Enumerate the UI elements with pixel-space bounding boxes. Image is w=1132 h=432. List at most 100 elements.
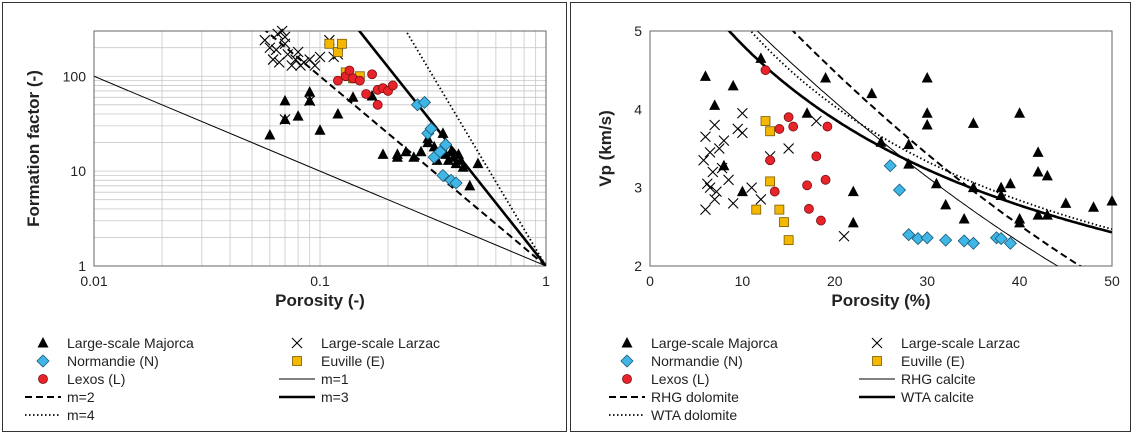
curve-rhg-calcite	[756, 31, 1059, 266]
data-point	[783, 235, 794, 246]
legend-label: Large-scale Larzac	[321, 335, 440, 351]
data-point	[774, 204, 785, 215]
legend-item-euville-e: Euville (E)	[872, 353, 965, 369]
x-stroke	[259, 34, 271, 46]
legend-symbol	[37, 337, 49, 348]
x-stroke	[309, 60, 321, 71]
formation-factor-chart: 0.01 0.1 1 1 10 100 Porosity (-) Formation fact…	[24, 25, 550, 423]
data-point	[746, 182, 758, 194]
data-point	[788, 121, 799, 132]
data-point	[279, 94, 291, 106]
legend-item-normandie-n: Normandie (N)	[620, 353, 743, 369]
y-tick-label: 100	[63, 68, 87, 84]
series-normandie-n	[410, 95, 463, 190]
legend-symbol	[36, 354, 50, 368]
line-m-3	[357, 31, 546, 266]
legend-item-rhg-dolomite: RHG dolomite	[609, 389, 739, 405]
data-point	[332, 108, 344, 119]
data-point	[921, 107, 933, 118]
legend-label: Euville (E)	[901, 353, 965, 369]
x-stroke	[755, 194, 767, 205]
legend-symbol	[871, 337, 883, 349]
x-stroke	[838, 230, 850, 242]
data-point	[1041, 209, 1053, 220]
data-point	[751, 204, 762, 215]
x-stroke	[709, 194, 721, 205]
data-point	[309, 60, 321, 71]
x-stroke	[810, 115, 822, 127]
curve-rhg-dolomite	[791, 31, 1082, 266]
legend-symbol	[872, 356, 882, 366]
data-point	[442, 154, 454, 165]
data-point	[417, 95, 432, 109]
x-stroke	[698, 154, 709, 166]
legend-label: Large-scale Larzac	[901, 335, 1020, 351]
data-point	[704, 182, 716, 194]
data-point	[1032, 209, 1044, 220]
data-point	[264, 129, 276, 140]
data-point	[967, 117, 979, 128]
data-point	[765, 176, 776, 187]
plot-frame	[93, 30, 547, 267]
x-stroke	[304, 95, 316, 107]
x-stroke	[704, 182, 716, 194]
data-point	[838, 230, 850, 242]
data-point	[737, 127, 748, 139]
data-point	[286, 60, 298, 71]
data-point	[1032, 146, 1044, 157]
x-stroke	[711, 186, 722, 197]
data-point	[903, 158, 915, 169]
data-point	[718, 159, 730, 171]
data-point	[774, 124, 785, 134]
x-stroke	[270, 44, 282, 56]
x-stroke	[314, 51, 326, 63]
curve-wta-calcite	[727, 31, 1112, 234]
x-tick-label: 50	[1104, 273, 1120, 289]
data-point	[783, 112, 794, 123]
data-point	[939, 233, 953, 247]
legend-label: RHG calcite	[901, 371, 976, 387]
y-tick-label: 3	[634, 180, 642, 196]
x-stroke	[737, 127, 748, 139]
data-point	[765, 155, 776, 166]
legend-item-m-4: m=4	[25, 407, 95, 423]
data-point	[810, 115, 822, 127]
data-point	[314, 124, 326, 135]
axis-ticks: 0 10 20 30 40 50 2 3 4 5	[634, 23, 1120, 289]
data-point	[433, 145, 447, 159]
data-point	[994, 232, 1008, 246]
x-stroke	[291, 337, 303, 349]
legend-item-large-scale-larzac: Large-scale Larzac	[871, 335, 1020, 351]
data-point	[270, 44, 282, 56]
x-stroke	[713, 143, 725, 154]
data-point	[472, 157, 484, 169]
x-stroke	[727, 197, 739, 209]
data-point	[354, 75, 365, 86]
legend-item-lexos-l: Lexos (L)	[622, 371, 709, 387]
legend-item-wta-dolomite: WTA dolomite	[609, 407, 737, 423]
x-stroke	[279, 114, 291, 125]
x-stroke	[746, 182, 758, 194]
legend-symbol	[292, 356, 302, 366]
data-point	[1004, 177, 1016, 189]
data-point	[811, 151, 822, 162]
data-point	[424, 122, 438, 136]
data-point	[709, 99, 721, 110]
x-tick-label: 40	[1012, 273, 1028, 289]
x-stroke	[290, 54, 302, 65]
data-point	[292, 46, 304, 58]
x-axis-label: Porosity (%)	[831, 291, 930, 310]
legend-label: Lexos (L)	[67, 371, 125, 387]
x-stroke	[700, 204, 711, 215]
x-axis-label: Porosity (-)	[275, 291, 365, 310]
data-point	[304, 86, 316, 97]
data-point	[822, 121, 833, 132]
x-stroke	[737, 107, 748, 119]
data-point	[718, 135, 730, 147]
data-point	[1106, 194, 1118, 206]
legend-label: WTA calcite	[901, 389, 974, 405]
x-tick-label: 0	[646, 273, 654, 289]
x-stroke	[718, 135, 730, 147]
series-lexos-l	[332, 65, 398, 110]
line-m-1	[94, 75, 546, 266]
